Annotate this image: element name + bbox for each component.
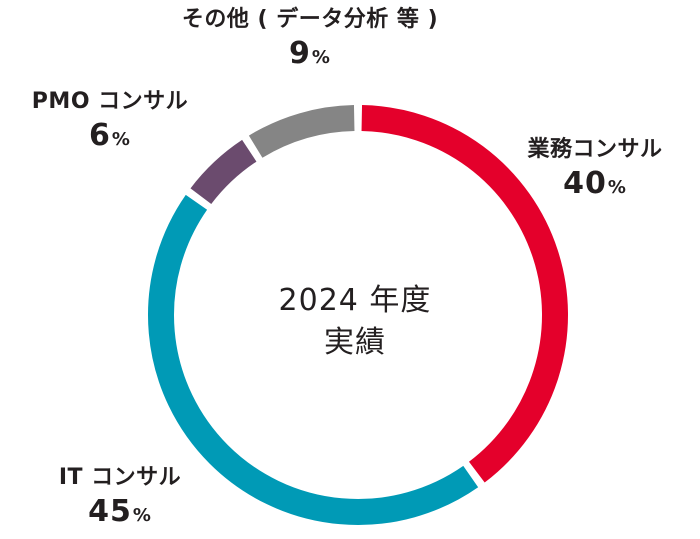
- slice-label-pmo: PMO コンサル 6%: [10, 88, 210, 160]
- slice-it: [148, 194, 479, 525]
- slice-label-it-name: IT コンサル: [58, 465, 182, 490]
- slice-label-it: IT コンサル 45%: [30, 464, 210, 536]
- slice-label-pmo-value: 6%: [89, 118, 131, 153]
- slice-label-business-name: 業務コンサル: [527, 137, 663, 162]
- slice-business: [361, 105, 568, 483]
- slice-label-other: その他 ( データ分析 等 ) 9%: [160, 6, 460, 78]
- slice-label-it-value: 45%: [88, 494, 152, 529]
- center-label: 2024 年度 実績: [255, 280, 455, 364]
- slice-pmo: [190, 139, 257, 205]
- slice-other: [248, 105, 355, 158]
- slice-label-business: 業務コンサル 40%: [515, 136, 675, 208]
- slice-label-pmo-name: PMO コンサル: [31, 89, 189, 114]
- slice-label-business-value: 40%: [563, 166, 627, 201]
- slice-label-other-value: 9%: [289, 36, 331, 71]
- donut-slices: [148, 105, 568, 525]
- center-label-results: 実績: [324, 325, 386, 360]
- center-label-year: 2024 年度: [278, 283, 432, 318]
- slice-label-other-name: その他 ( データ分析 等 ): [181, 7, 439, 32]
